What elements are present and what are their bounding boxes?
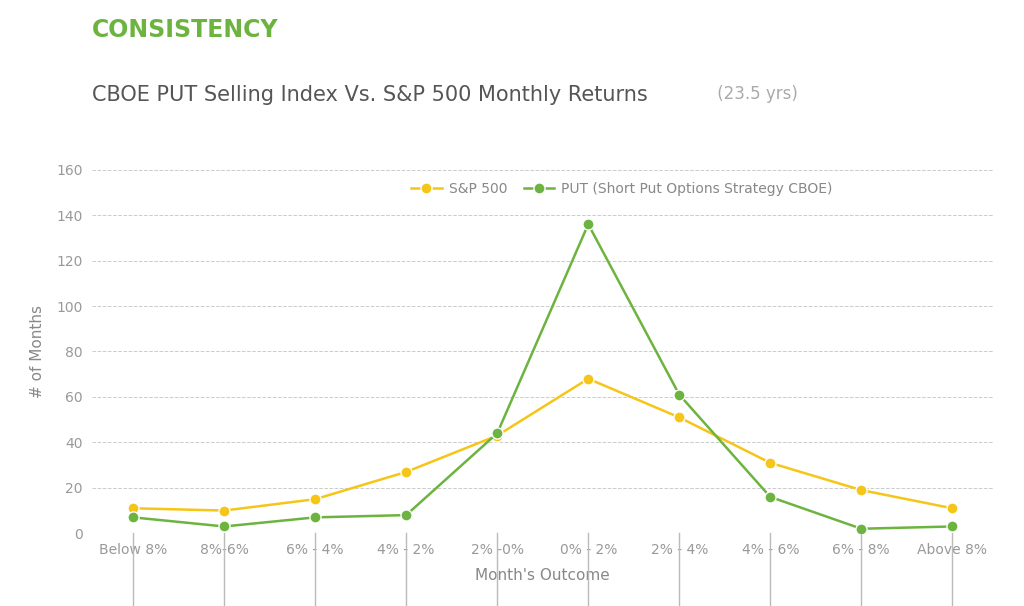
Text: CONSISTENCY: CONSISTENCY [92,18,279,42]
Text: (23.5 yrs): (23.5 yrs) [712,85,798,103]
X-axis label: Month's Outcome: Month's Outcome [475,568,610,583]
Text: CBOE PUT Selling Index Vs. S&P 500 Monthly Returns: CBOE PUT Selling Index Vs. S&P 500 Month… [92,85,648,105]
Y-axis label: # of Months: # of Months [30,305,45,398]
Legend: S&P 500, PUT (Short Put Options Strategy CBOE): S&P 500, PUT (Short Put Options Strategy… [406,176,838,202]
